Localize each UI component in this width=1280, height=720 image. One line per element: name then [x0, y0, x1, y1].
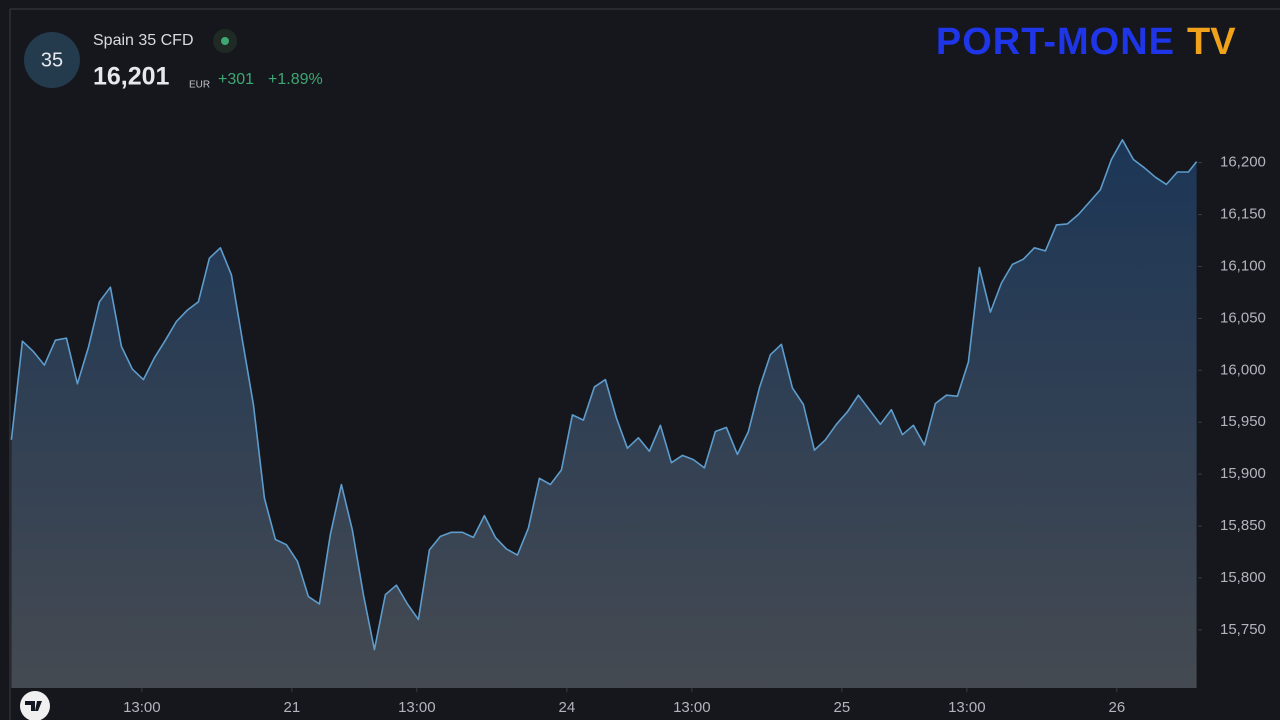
symbol-text: 35: [41, 49, 63, 71]
x-tick-label: 25: [834, 699, 851, 716]
price-line: [10, 139, 1198, 651]
y-tick-label: 16,150: [1220, 206, 1266, 223]
y-tick-label: 15,900: [1220, 465, 1266, 482]
y-tick-label: 16,050: [1220, 309, 1266, 326]
symbol-badge: [24, 32, 80, 88]
x-tick-label: 13:00: [948, 699, 986, 716]
x-tick-label: 13:00: [123, 699, 161, 716]
change: +301: [218, 71, 254, 88]
chart-title: Spain 35 CFD: [93, 32, 194, 49]
logo-text: PORT-MONE: [936, 21, 1175, 63]
y-tick-label: 16,200: [1220, 154, 1266, 171]
y-tick-label: 15,800: [1220, 569, 1266, 586]
y-tick-label: 15,950: [1220, 413, 1266, 430]
tv-icon: [25, 701, 42, 711]
change-pct: +1.89%: [268, 71, 323, 88]
status-dot: [221, 37, 229, 45]
price: 16,201: [93, 63, 170, 91]
x-tick-label: 21: [284, 699, 301, 716]
x-tick-label: 13:00: [398, 699, 436, 716]
plot-area: [10, 139, 1198, 689]
area-fill: [11, 139, 1197, 689]
x-tick-label: 13:00: [673, 699, 711, 716]
currency: EUR: [189, 80, 210, 91]
x-tick-label: 24: [559, 699, 576, 716]
y-tick-label: 16,000: [1220, 361, 1266, 378]
y-tick-label: 15,750: [1220, 621, 1266, 638]
y-tick-label: 16,100: [1220, 257, 1266, 274]
x-tick-label: 26: [1109, 699, 1126, 716]
logo-suffix: TV: [1187, 21, 1236, 63]
y-tick-label: 15,850: [1220, 517, 1266, 534]
